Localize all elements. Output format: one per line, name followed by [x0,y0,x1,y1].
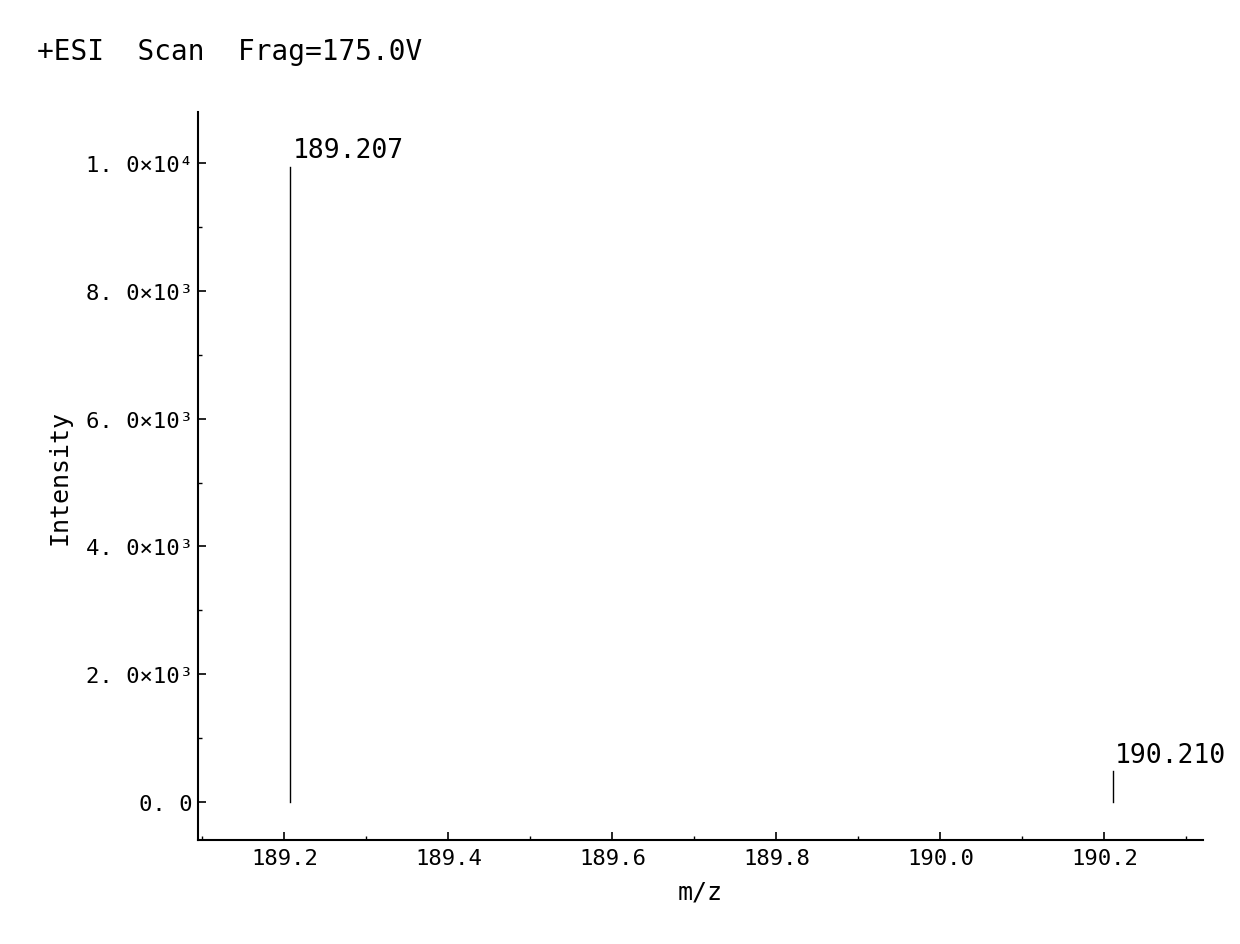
Text: 189.207: 189.207 [293,139,404,164]
Y-axis label: Intensity: Intensity [48,410,72,544]
X-axis label: m/z: m/z [678,880,723,903]
Text: 190.210: 190.210 [1115,742,1226,768]
Text: +ESI  Scan  Frag=175.0V: +ESI Scan Frag=175.0V [37,38,423,66]
